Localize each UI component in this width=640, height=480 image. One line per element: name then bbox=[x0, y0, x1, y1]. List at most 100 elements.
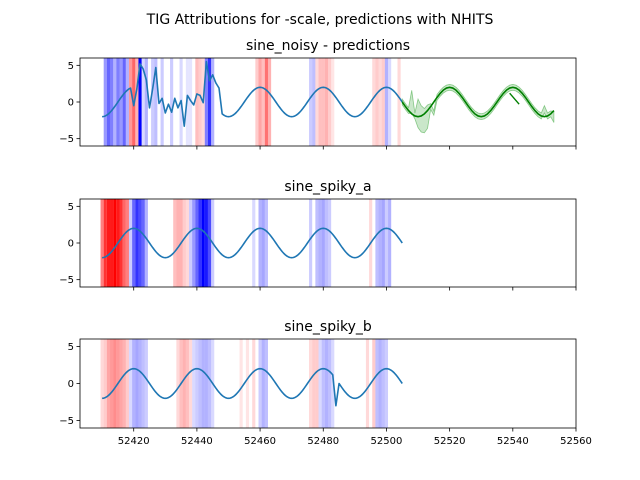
attribution-bands bbox=[100, 199, 392, 287]
attribution-band bbox=[239, 339, 243, 428]
attribution-band bbox=[381, 58, 385, 146]
attribution-band bbox=[372, 58, 376, 146]
attribution-band bbox=[128, 339, 133, 428]
attribution-band bbox=[113, 339, 117, 428]
attribution-band bbox=[122, 58, 126, 146]
attribution-band bbox=[378, 339, 382, 428]
attribution-band bbox=[122, 339, 126, 428]
attribution-band bbox=[384, 339, 389, 428]
x-tick-label: 52440 bbox=[181, 436, 213, 447]
attribution-band bbox=[113, 199, 117, 287]
attribution-band bbox=[185, 339, 189, 428]
prediction-interval bbox=[401, 83, 555, 134]
attribution-band bbox=[375, 199, 379, 287]
attribution-band bbox=[315, 199, 319, 287]
attribution-band bbox=[324, 339, 328, 428]
attribution-band bbox=[207, 199, 212, 287]
attribution-band bbox=[321, 339, 325, 428]
attribution-band bbox=[154, 58, 158, 146]
attribution-band bbox=[119, 58, 123, 146]
x-tick-label: 52480 bbox=[307, 436, 339, 447]
attribution-band bbox=[198, 58, 202, 146]
attribution-band bbox=[188, 199, 193, 287]
attribution-band bbox=[388, 58, 392, 146]
attribution-bands bbox=[100, 339, 389, 428]
attribution-band bbox=[188, 339, 193, 428]
attribution-band bbox=[261, 339, 265, 428]
panel-title: sine_noisy - predictions bbox=[246, 38, 410, 54]
attribution-band bbox=[318, 58, 322, 146]
x-tick-label: 52420 bbox=[118, 436, 150, 447]
attribution-band bbox=[321, 58, 325, 146]
attribution-band bbox=[388, 199, 392, 287]
attribution-band bbox=[188, 58, 193, 146]
panel-sine-noisy: sine_noisy - predictions −5 0 5 bbox=[59, 38, 577, 150]
attribution-band bbox=[182, 199, 186, 287]
attribution-band bbox=[195, 199, 199, 287]
attribution-band bbox=[261, 199, 265, 287]
attribution-band bbox=[192, 199, 196, 287]
attribution-band bbox=[331, 339, 335, 428]
attribution-band bbox=[258, 339, 262, 428]
attribution-band bbox=[318, 199, 322, 287]
attribution-band bbox=[144, 339, 148, 428]
series-line bbox=[102, 60, 403, 127]
attribution-band bbox=[309, 58, 313, 146]
attribution-band bbox=[201, 199, 205, 287]
y-tick-label: 5 bbox=[68, 61, 74, 72]
attribution-band bbox=[185, 199, 189, 287]
y-tick-label: 0 bbox=[68, 239, 74, 250]
attribution-band bbox=[122, 199, 126, 287]
attribution-band bbox=[264, 339, 268, 428]
attribution-band bbox=[252, 199, 256, 287]
x-tick-label: 52520 bbox=[434, 436, 466, 447]
attribution-band bbox=[264, 58, 268, 146]
attribution-band bbox=[100, 199, 104, 287]
attribution-band bbox=[309, 339, 313, 428]
attribution-band bbox=[255, 58, 259, 146]
attribution-band bbox=[381, 339, 385, 428]
attribution-band bbox=[328, 339, 332, 428]
prediction-line bbox=[401, 86, 555, 118]
x-tick-label: 52500 bbox=[371, 436, 403, 447]
attribution-band bbox=[141, 199, 145, 287]
y-tick-label: 5 bbox=[68, 342, 74, 353]
attribution-band bbox=[176, 339, 180, 428]
attribution-band bbox=[135, 199, 139, 287]
attribution-band bbox=[375, 339, 379, 428]
attribution-band bbox=[258, 199, 262, 287]
attribution-band bbox=[141, 58, 145, 146]
attribution-band bbox=[207, 58, 212, 146]
attribution-band bbox=[135, 339, 139, 428]
attribution-band bbox=[318, 339, 322, 428]
attribution-band bbox=[328, 199, 332, 287]
prediction-segment bbox=[509, 92, 520, 105]
figure-suptitle: TIG Attributions for -scale, predictions… bbox=[146, 12, 494, 28]
attribution-band bbox=[315, 339, 319, 428]
attribution-band bbox=[135, 58, 139, 146]
attribution-band bbox=[182, 339, 186, 428]
attribution-band bbox=[309, 199, 313, 287]
attribution-band bbox=[132, 339, 136, 428]
attribution-band bbox=[267, 58, 272, 146]
attribution-band bbox=[106, 58, 111, 146]
attribution-band bbox=[381, 199, 385, 287]
attribution-band bbox=[176, 199, 180, 287]
attribution-band bbox=[315, 58, 319, 146]
attribution-band bbox=[384, 199, 389, 287]
panel-axes: −5 0 5 bbox=[59, 57, 577, 150]
attribution-band bbox=[201, 339, 205, 428]
attribution-band bbox=[110, 199, 114, 287]
attribution-band bbox=[378, 199, 382, 287]
y-tick-label: 0 bbox=[68, 98, 74, 109]
attribution-band bbox=[258, 58, 262, 146]
attribution-band bbox=[195, 339, 199, 428]
attribution-band bbox=[128, 58, 133, 146]
y-tick-label: −5 bbox=[59, 416, 74, 427]
attribution-band bbox=[151, 58, 155, 146]
attribution-band bbox=[106, 199, 111, 287]
attribution-band bbox=[144, 58, 148, 146]
attribution-band bbox=[125, 339, 129, 428]
series-line bbox=[102, 227, 403, 259]
attribution-band bbox=[138, 199, 142, 287]
